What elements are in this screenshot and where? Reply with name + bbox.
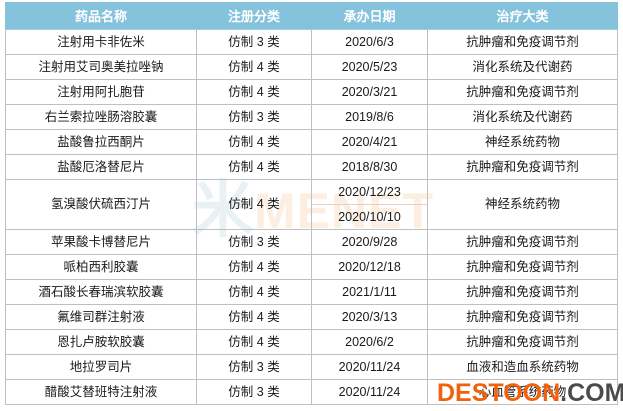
table-row: 注射用艾司奥美拉唑钠 仿制 4 类 2020/5/23 消化系统及代谢药: [5, 54, 618, 80]
cell-handling-date-first: 2020/12/23: [312, 180, 427, 205]
cell-registration-type: 仿制 4 类: [196, 254, 312, 280]
cell-therapeutic-class: 神经系统药物: [427, 129, 618, 155]
cell-therapeutic-class: 消化系统及代谢药: [427, 54, 618, 80]
cell-drug-name: 盐酸厄洛替尼片: [5, 154, 197, 180]
column-header-drug-name: 药品名称: [5, 2, 197, 30]
table-row: 盐酸鲁拉西酮片 仿制 4 类 2020/4/21 神经系统药物: [5, 129, 618, 155]
cell-therapeutic-class: 神经系统药物: [427, 179, 618, 230]
header-row: 药品名称 注册分类 承办日期 治疗大类: [5, 2, 618, 30]
cell-therapeutic-class: 抗肿瘤和免疫调节剂: [427, 79, 618, 105]
cell-registration-type: 仿制 4 类: [196, 79, 312, 105]
cell-registration-type: 仿制 4 类: [196, 54, 312, 80]
cell-drug-name: 注射用艾司奥美拉唑钠: [5, 54, 197, 80]
cell-drug-name: 恩扎卢胺软胶囊: [5, 329, 197, 355]
cell-drug-name: 醋酸艾替班特注射液: [5, 379, 197, 405]
column-header-therapeutic-class: 治疗大类: [427, 2, 618, 30]
cell-handling-date: 2018/8/30: [311, 154, 428, 180]
cell-therapeutic-class: 抗肿瘤和免疫调节剂: [427, 229, 618, 255]
cell-handling-date-second: 2020/10/10: [338, 209, 401, 224]
cell-handling-date: 2020/3/21: [311, 79, 428, 105]
table-row: 醋酸艾替班特注射液 仿制 3 类 2020/11/24 心血管系统药物: [5, 379, 618, 405]
cell-registration-type: 仿制 3 类: [196, 229, 312, 255]
cell-handling-date: 2021/1/11: [311, 279, 428, 305]
cell-handling-date: 2020/11/24: [311, 354, 428, 380]
cell-registration-type: 仿制 3 类: [196, 29, 312, 55]
split-date-row: 2020/12/23: [312, 180, 427, 205]
table-row: 苹果酸卡博替尼片 仿制 3 类 2020/9/28 抗肿瘤和免疫调节剂: [5, 229, 618, 255]
table-row: 哌柏西利胶囊 仿制 4 类 2020/12/18 抗肿瘤和免疫调节剂: [5, 254, 618, 280]
cell-registration-type: 仿制 4 类: [196, 329, 312, 355]
cell-handling-date: 2020/9/28: [311, 229, 428, 255]
cell-therapeutic-class: 抗肿瘤和免疫调节剂: [427, 304, 618, 330]
cell-therapeutic-class: 血液和造血系统药物: [427, 354, 618, 380]
cell-drug-name: 酒石酸长春瑞滨软胶囊: [5, 279, 197, 305]
table-row: 右兰索拉唑肠溶胶囊 仿制 3 类 2019/8/6 消化系统及代谢药: [5, 104, 618, 130]
split-date-row: 2020/10/10: [312, 205, 427, 230]
cell-therapeutic-class: 抗肿瘤和免疫调节剂: [427, 29, 618, 55]
cell-handling-date: 2019/8/6: [311, 104, 428, 130]
cell-registration-type: 仿制 3 类: [196, 104, 312, 130]
cell-drug-name: 盐酸鲁拉西酮片: [5, 129, 197, 155]
cell-therapeutic-class: 抗肿瘤和免疫调节剂: [427, 254, 618, 280]
cell-registration-type: 仿制 4 类: [196, 279, 312, 305]
table-row: 酒石酸长春瑞滨软胶囊 仿制 4 类 2021/1/11 抗肿瘤和免疫调节剂: [5, 279, 618, 305]
table-row: 注射用卡非佐米 仿制 3 类 2020/6/3 抗肿瘤和免疫调节剂: [5, 29, 618, 55]
table-header: 药品名称 注册分类 承办日期 治疗大类: [5, 2, 618, 30]
table-row-merged: 氢溴酸伏硫西汀片 仿制 4 类 2020/12/23 2020/10/10 神经…: [5, 179, 618, 230]
drug-registration-table: 药品名称 注册分类 承办日期 治疗大类 注射用卡非佐米 仿制 3 类 2020/…: [5, 2, 618, 405]
cell-drug-name: 右兰索拉唑肠溶胶囊: [5, 104, 197, 130]
table-body: 注射用卡非佐米 仿制 3 类 2020/6/3 抗肿瘤和免疫调节剂 注射用艾司奥…: [5, 29, 618, 405]
cell-handling-date: 2020/6/2: [311, 329, 428, 355]
cell-drug-name: 地拉罗司片: [5, 354, 197, 380]
table-row: 恩扎卢胺软胶囊 仿制 4 类 2020/6/2 抗肿瘤和免疫调节剂: [5, 329, 618, 355]
cell-drug-name: 注射用卡非佐米: [5, 29, 197, 55]
cell-therapeutic-class: 心血管系统药物: [427, 379, 618, 405]
table-row: 注射用阿扎胞苷 仿制 4 类 2020/3/21 抗肿瘤和免疫调节剂: [5, 79, 618, 105]
column-header-registration-type: 注册分类: [196, 2, 312, 30]
split-date-subtable: 2020/12/23 2020/10/10: [312, 180, 427, 229]
cell-handling-date: 2020/11/24: [311, 379, 428, 405]
cell-registration-type: 仿制 4 类: [196, 129, 312, 155]
cell-handling-date: 2020/5/23: [311, 54, 428, 80]
cell-therapeutic-class: 抗肿瘤和免疫调节剂: [427, 279, 618, 305]
table-row: 氟维司群注射液 仿制 4 类 2020/3/13 抗肿瘤和免疫调节剂: [5, 304, 618, 330]
cell-drug-name: 哌柏西利胶囊: [5, 254, 197, 280]
cell-handling-date: 2020/3/13: [311, 304, 428, 330]
cell-drug-name: 注射用阿扎胞苷: [5, 79, 197, 105]
table-row: 地拉罗司片 仿制 3 类 2020/11/24 血液和造血系统药物: [5, 354, 618, 380]
cell-drug-name: 氟维司群注射液: [5, 304, 197, 330]
cell-registration-type: 仿制 4 类: [196, 179, 312, 230]
cell-handling-date: 2020/6/3: [311, 29, 428, 55]
cell-drug-name: 氢溴酸伏硫西汀片: [5, 179, 197, 230]
cell-therapeutic-class: 抗肿瘤和免疫调节剂: [427, 329, 618, 355]
cell-registration-type: 仿制 3 类: [196, 354, 312, 380]
cell-registration-type: 仿制 4 类: [196, 154, 312, 180]
cell-handling-date: 2020/4/21: [311, 129, 428, 155]
cell-therapeutic-class: 消化系统及代谢药: [427, 104, 618, 130]
cell-registration-type: 仿制 3 类: [196, 379, 312, 405]
cell-drug-name: 苹果酸卡博替尼片: [5, 229, 197, 255]
cell-therapeutic-class: 抗肿瘤和免疫调节剂: [427, 154, 618, 180]
column-header-handling-date: 承办日期: [311, 2, 428, 30]
cell-handling-date: 2020/12/18: [311, 254, 428, 280]
cell-handling-date-split: 2020/12/23 2020/10/10: [311, 179, 428, 230]
table-row: 盐酸厄洛替尼片 仿制 4 类 2018/8/30 抗肿瘤和免疫调节剂: [5, 154, 618, 180]
cell-registration-type: 仿制 4 类: [196, 304, 312, 330]
